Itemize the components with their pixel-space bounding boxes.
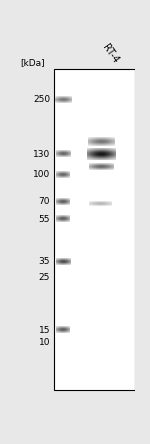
Text: 15: 15 <box>39 326 50 335</box>
Text: 25: 25 <box>39 273 50 281</box>
Text: 70: 70 <box>39 198 50 206</box>
Text: RT-4: RT-4 <box>101 43 121 65</box>
Text: 250: 250 <box>33 95 50 104</box>
Bar <box>54 69 135 390</box>
Text: 10: 10 <box>39 338 50 347</box>
Text: 35: 35 <box>39 258 50 266</box>
Text: 130: 130 <box>33 150 50 159</box>
Text: [kDa]: [kDa] <box>20 58 45 67</box>
Text: 100: 100 <box>33 170 50 179</box>
Text: 55: 55 <box>39 214 50 224</box>
